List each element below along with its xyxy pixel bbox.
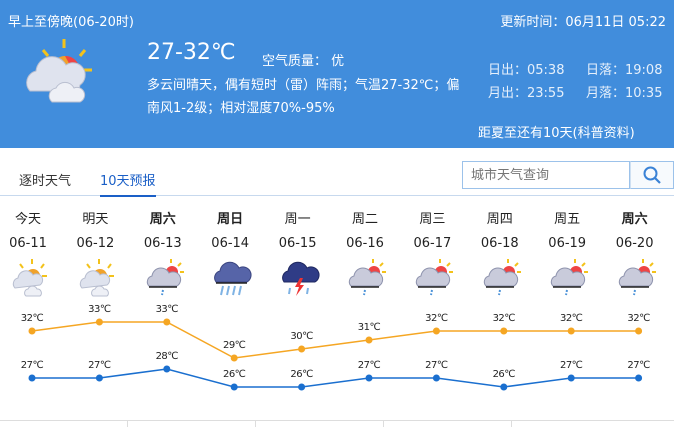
low-temp-label: 27℃ (559, 360, 583, 371)
low-temp-label: 26℃ (492, 369, 516, 380)
day-date: 06-12 (76, 236, 115, 251)
day-name: 明天 (82, 212, 109, 227)
high-temp-point (567, 327, 575, 335)
high-temp-point (500, 327, 508, 335)
temperature-chart (28, 318, 643, 391)
low-temp-label: 26℃ (290, 369, 313, 380)
update-time: 更新时间：06月11日 05:22 (500, 15, 666, 30)
low-temp-point (95, 374, 103, 382)
moonrise: 月出：23:55 (488, 86, 565, 101)
partly-cloudy-icon (80, 259, 115, 297)
temperature-range: 27-32℃ (147, 40, 236, 65)
high-temp-label: 32℃ (425, 313, 448, 324)
day-date: 06-15 (278, 236, 317, 251)
weather-description-2: 南风1-2级；相对湿度70%-95% (147, 101, 335, 116)
low-temp-point (500, 383, 508, 391)
low-temp-point (432, 374, 440, 382)
high-temp-label: 33℃ (155, 304, 179, 315)
cloudy-shower-icon (618, 259, 656, 296)
weather-description-1: 多云间晴天，偶有短时（雷）阵雨；气温27-32℃；偏 (147, 78, 460, 93)
high-temp-label: 33℃ (88, 304, 111, 315)
tab-bar: 逐时天气 10天预报 (0, 150, 674, 197)
thunderstorm-icon (281, 261, 320, 296)
day-date: 06-18 (480, 236, 519, 251)
weather-header: 早上至傍晚(06-20时) 更新时间：06月11日 05:22 27-32℃ 空… (0, 0, 674, 148)
search-button[interactable] (630, 161, 674, 189)
high-temp-point (365, 336, 373, 344)
high-temp-label: 32℃ (20, 313, 44, 324)
search-icon (643, 166, 661, 184)
low-temp-point (230, 383, 238, 391)
moonset: 月落：10:35 (586, 86, 663, 101)
low-temp-point (567, 374, 575, 382)
high-temp-point (298, 345, 306, 353)
day-date: 06-13 (143, 236, 182, 251)
tab-10-day[interactable]: 10天预报 (100, 170, 156, 197)
day-date: 06-19 (548, 236, 587, 251)
heavy-rain-icon (214, 261, 252, 296)
low-temp-label: 26℃ (222, 369, 246, 380)
low-temp-label: 28℃ (155, 351, 179, 362)
cloudy-shower-icon (416, 259, 454, 296)
low-temp-point (635, 374, 643, 382)
high-temp-label: 29℃ (222, 340, 246, 351)
day-name: 周三 (419, 212, 446, 227)
high-temp-label: 31℃ (357, 322, 381, 333)
sunrise: 日出：05:38 (488, 63, 565, 78)
partly-cloudy-icon (12, 259, 47, 297)
day-name: 周五 (554, 212, 581, 227)
cloudy-shower-icon (483, 259, 521, 296)
low-temp-label: 27℃ (88, 360, 111, 371)
high-temp-line (31, 321, 639, 359)
city-search-input[interactable] (462, 161, 630, 189)
day-name: 今天 (14, 212, 41, 227)
low-temp-label: 27℃ (425, 360, 448, 371)
low-temp-point (28, 374, 36, 382)
partly-cloudy-sun-icon (26, 39, 92, 103)
day-date: 06-14 (211, 236, 250, 251)
day-name: 周六 (621, 212, 648, 227)
high-temp-point (163, 318, 171, 326)
cloudy-shower-icon (551, 259, 589, 296)
high-temp-label: 32℃ (492, 313, 516, 324)
low-temp-point (298, 383, 306, 391)
low-temp-label: 27℃ (357, 360, 381, 371)
day-name: 周六 (149, 212, 176, 227)
low-temp-line (32, 368, 639, 388)
high-temp-label: 30℃ (290, 331, 313, 342)
day-name: 周日 (217, 212, 244, 227)
day-date: 06-17 (413, 236, 452, 251)
day-name: 周二 (351, 212, 378, 227)
sunset: 日落：19:08 (586, 63, 663, 78)
day-date: 06-11 (9, 236, 47, 251)
low-temp-point (163, 365, 171, 373)
high-temp-label: 32℃ (559, 313, 583, 324)
day-date: 06-20 (615, 236, 654, 251)
cloudy-shower-icon (146, 259, 184, 296)
air-quality: 空气质量： 优 (262, 54, 345, 69)
high-temp-point (95, 318, 103, 326)
day-name: 周一 (284, 212, 311, 227)
forecast-period: 早上至傍晚(06-20时) (8, 15, 134, 30)
summer-solstice-link[interactable]: 距夏至还有10天(科普资料) (478, 126, 635, 141)
tab-hourly[interactable]: 逐时天气 (19, 174, 72, 189)
high-temp-label: 32℃ (627, 313, 650, 324)
low-temp-label: 27℃ (627, 360, 650, 371)
cloudy-shower-icon (348, 259, 386, 296)
high-temp-point (635, 327, 643, 335)
low-temp-point (365, 374, 373, 382)
low-temp-label: 27℃ (20, 360, 44, 371)
high-temp-point (432, 327, 440, 335)
day-date: 06-16 (346, 236, 384, 251)
bottom-divider (0, 420, 674, 427)
high-temp-point (28, 327, 36, 335)
day-name: 周四 (486, 212, 513, 227)
high-temp-point (230, 354, 238, 362)
